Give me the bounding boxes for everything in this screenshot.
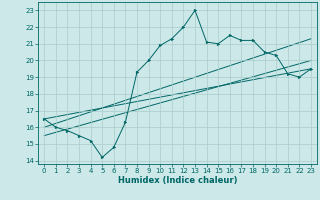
X-axis label: Humidex (Indice chaleur): Humidex (Indice chaleur): [118, 176, 237, 185]
